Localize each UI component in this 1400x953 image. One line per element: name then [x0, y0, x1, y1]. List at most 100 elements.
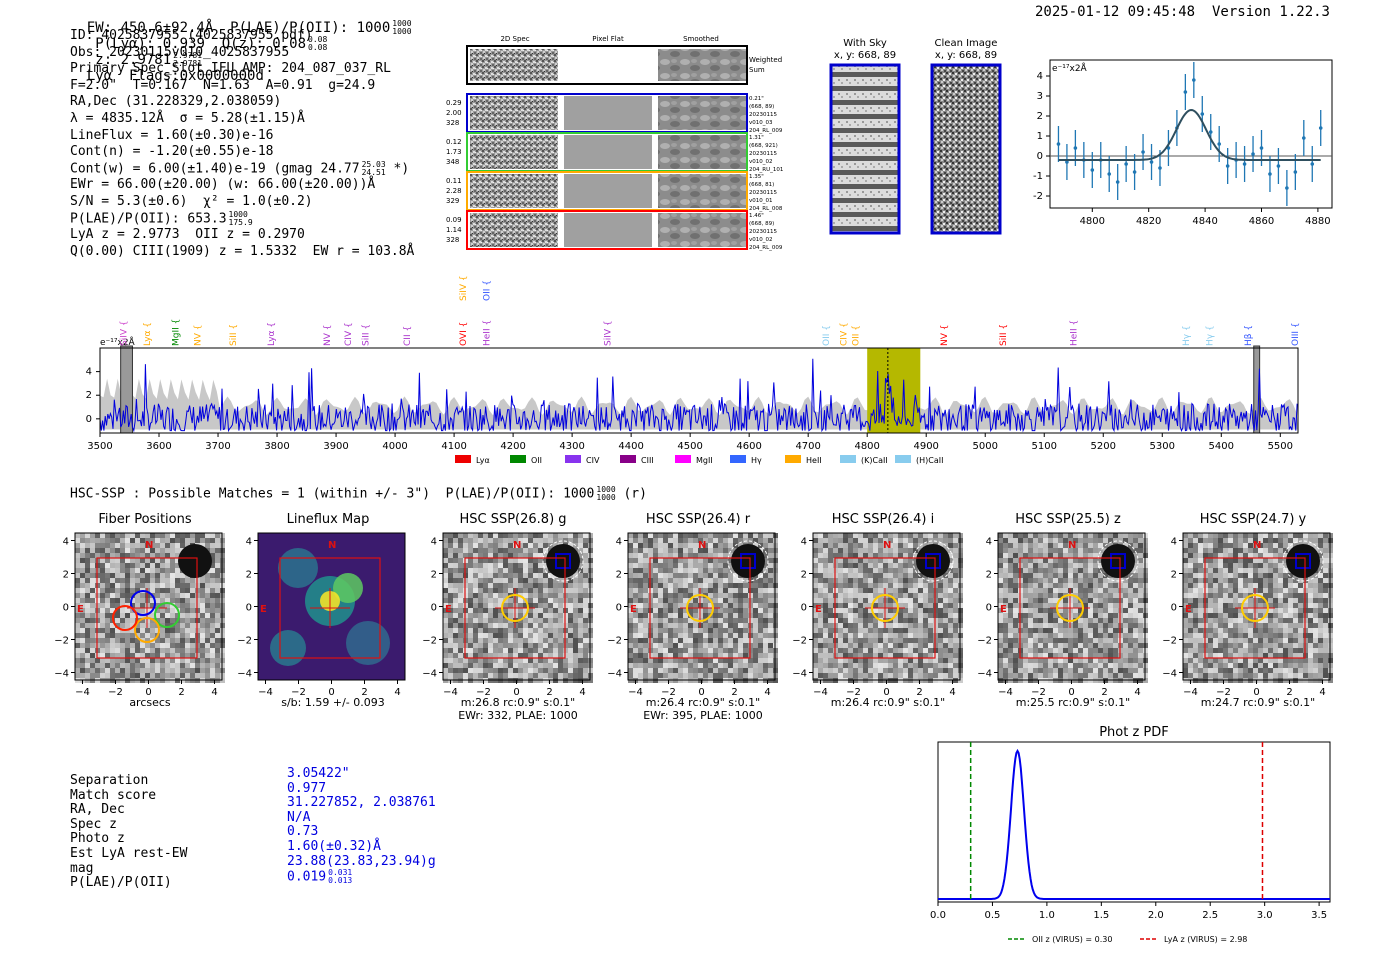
match-label: Photo z	[70, 831, 125, 847]
cutout-right-value: (668, 89)	[749, 104, 774, 110]
data-point	[1132, 170, 1137, 174]
x-tick-label: 5300	[1150, 441, 1175, 452]
cutout-right-value: 20230115	[749, 151, 777, 157]
with-sky-title: With Sky	[843, 38, 887, 49]
cutout-right-value: v010_03	[749, 120, 773, 126]
x-tick-label: 2	[178, 687, 184, 698]
cutout-left-value: 328	[446, 236, 459, 244]
data-point	[1107, 172, 1112, 176]
x-tick-label: 4	[949, 687, 955, 698]
data-point	[1124, 162, 1128, 166]
full-spectrum-chart: e⁻¹⁷x2Å 0 2 4 3500 3600 3700 3800 3900 4000 4100 42…	[86, 275, 1301, 465]
flux-blob	[278, 548, 318, 588]
flux-blob	[333, 573, 363, 603]
x-tick-label: 4	[1319, 687, 1325, 698]
y-tick-label: 2	[63, 570, 69, 581]
x-tick-label: −4	[258, 687, 273, 698]
north-label: N	[883, 540, 891, 551]
y-tick-label: 0	[246, 603, 252, 614]
cutout-right-value: 0.21"	[749, 96, 764, 102]
x-tick-label: 2	[916, 687, 922, 698]
north-label: N	[1253, 540, 1261, 551]
match-values: 3.05422" 0.977 31.227852, 2.038761 N/A 0.73 1…	[287, 766, 436, 885]
x-tick-label: 4100	[441, 441, 466, 452]
legend-label: (H)CaII	[916, 456, 943, 465]
x-tick-label: 4	[211, 687, 217, 698]
legend-label: (K)CaII	[861, 456, 888, 465]
imaging-panel: N E −4 −4 −2 −2 0 0 2 2 4 4	[237, 532, 406, 698]
y-tick-label: -1	[1033, 171, 1043, 182]
fov-box	[96, 557, 198, 659]
y-tick-label: 4	[986, 537, 992, 548]
data-point	[1056, 142, 1061, 146]
y-tick-label: 0	[1037, 151, 1043, 162]
match-value: 23.88(23.83,23.94)g	[287, 853, 436, 869]
cutout-flat	[564, 213, 652, 247]
fov-box	[649, 557, 751, 659]
x-tick-label: −4	[1183, 687, 1198, 698]
cutout-right-value: v010_01	[749, 198, 773, 204]
y-tick-label: 2	[801, 570, 807, 581]
cutout-2dspec	[470, 96, 558, 130]
emission-line-label: SiIV {	[120, 320, 130, 346]
header-line: EW: 450.6±92.4Å P(LAE)/P(OII): 1000 1000 1…	[86, 19, 412, 85]
cutout-right-value: 20230115	[749, 229, 777, 235]
sky-panels: With Sky x, y: 668, 89 Clean Image x, y:…	[829, 38, 1002, 235]
x-tick-label: −4	[813, 687, 828, 698]
cutout-2dspec	[470, 174, 558, 208]
timestamp: 2025-01-12 09:45:48 Version 1.22.3	[1034, 4, 1330, 20]
legend-swatch	[840, 455, 856, 463]
panel-caption: s/b: 1.59 +/- 0.093	[281, 696, 385, 709]
data-point	[1293, 170, 1298, 174]
emission-line-label: HeII {	[483, 320, 493, 346]
y-tick-label: −4	[607, 669, 622, 680]
full-unit-label: e⁻¹⁷x2Å	[100, 336, 136, 348]
x-tick-label: −4	[628, 687, 643, 698]
panel-title: Fiber Positions	[98, 512, 192, 527]
cutout-flat	[564, 174, 652, 208]
y-tick-label: 4	[616, 537, 622, 548]
data-point	[1149, 160, 1154, 164]
panel-title: HSC SSP(26.4) r	[645, 512, 751, 527]
bright-source	[916, 544, 950, 578]
fiber-circle	[112, 605, 138, 631]
col-header-smooth: Smoothed	[683, 35, 719, 43]
emission-line-label: OIII {	[1291, 322, 1301, 346]
gaussian-fit	[1058, 108, 1321, 161]
x-tick-label: 3600	[146, 441, 171, 452]
x-tick-label: 0	[1068, 687, 1074, 698]
emission-line-label: Lyα {	[267, 322, 277, 346]
cutout-right-value: 204_RL_009	[749, 128, 783, 134]
y-tick-label: −2	[607, 636, 622, 647]
data-point	[1183, 90, 1188, 94]
data-point	[1065, 160, 1069, 164]
x-tick-label: 0.0	[930, 910, 946, 921]
emission-line-label: CII {	[403, 326, 413, 346]
data-point	[1268, 172, 1272, 176]
match-label: Spec z	[70, 816, 117, 832]
source-aperture	[727, 540, 769, 582]
cutout-left-value: 348	[446, 158, 459, 166]
x-tick-label: 4900	[913, 441, 938, 452]
fov-box	[1204, 557, 1306, 659]
panel-title: HSC SSP(26.4) i	[831, 512, 935, 527]
cutout-smoothed	[658, 213, 746, 247]
full-frame	[99, 347, 1299, 434]
match-label: mag	[70, 860, 94, 876]
y-tick-label: −2	[237, 636, 252, 647]
legend-label: LyA z (VIRUS) = 2.98	[1164, 935, 1247, 944]
legend-label: OII z (VIRUS) = 0.30	[1032, 935, 1112, 944]
spectrum-line	[99, 358, 1298, 433]
panel-caption: arcsecs	[129, 696, 171, 709]
source-aperture	[912, 540, 954, 582]
zoom-frame	[1049, 59, 1333, 209]
data-point	[1192, 78, 1196, 82]
aperture-circle	[686, 594, 714, 622]
y-tick-label: −2	[422, 636, 437, 647]
emission-line-label: SiII {	[362, 324, 372, 346]
x-tick-label: 3.5	[1311, 910, 1327, 921]
cutout-right-value: v010_02	[749, 159, 773, 165]
photz-pdf-chart: Phot z PDF 0.0 0.5 1.0 1.5 2.0 2.5 3.0 3.5 OII z …	[930, 725, 1331, 944]
cutout-right-value: 20230115	[749, 112, 777, 118]
emission-line-label: OII {	[822, 325, 832, 346]
